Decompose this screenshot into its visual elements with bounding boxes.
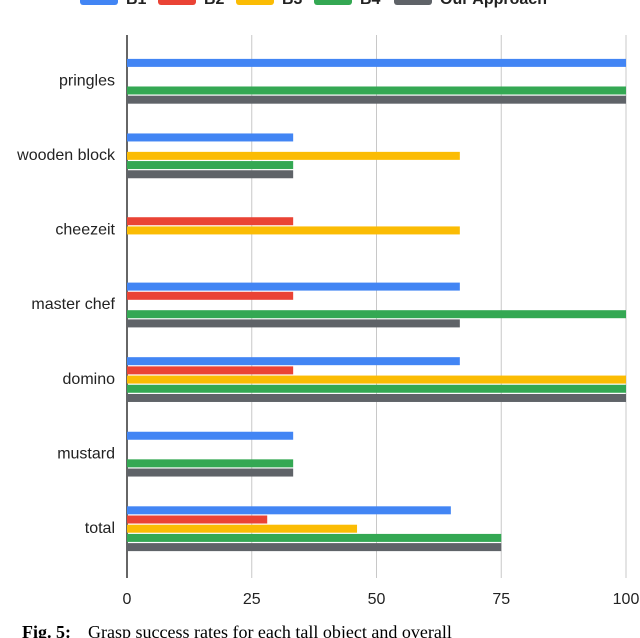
x-tick-label: 50 [368, 591, 386, 608]
legend-swatch [314, 0, 352, 5]
y-tick-label: domino [63, 371, 116, 388]
bar [127, 161, 294, 170]
legend-swatch [394, 0, 432, 5]
caption-label: Fig. 5: [22, 622, 71, 638]
bar [127, 217, 294, 226]
legend-swatch [158, 0, 196, 5]
bar [127, 431, 294, 440]
legend-label: Our Approach [440, 0, 547, 8]
bar [127, 393, 626, 402]
bar [127, 375, 626, 384]
legend-swatch [236, 0, 274, 5]
bar [127, 226, 460, 235]
y-tick-label: master chef [31, 296, 115, 313]
bar [127, 282, 460, 291]
y-tick-label: mustard [57, 445, 115, 462]
bar [127, 543, 502, 552]
y-tick-label: pringles [59, 73, 115, 90]
x-tick-label: 100 [613, 591, 640, 608]
legend-label: B2 [204, 0, 225, 8]
bar [127, 291, 294, 300]
legend-label: B4 [360, 0, 381, 8]
legend-label: B1 [126, 0, 147, 8]
bar [127, 384, 626, 393]
bar [127, 133, 294, 142]
bar [127, 319, 460, 328]
bar [127, 170, 294, 179]
legend-swatch [80, 0, 118, 5]
bar [127, 151, 460, 160]
bar [127, 310, 626, 319]
bar [127, 515, 268, 524]
bar [127, 357, 460, 366]
bar [127, 366, 294, 375]
caption: Grasp success rates for each tall object… [88, 622, 452, 638]
bar [127, 506, 451, 515]
bar [127, 468, 294, 477]
x-tick-label: 0 [123, 591, 132, 608]
bar [127, 459, 294, 468]
bar [127, 524, 358, 533]
legend-label: B3 [282, 0, 303, 8]
bar [127, 95, 626, 104]
x-tick-label: 75 [492, 591, 510, 608]
y-tick-label: total [85, 520, 115, 537]
bar [127, 533, 502, 542]
y-tick-label: cheezeit [55, 222, 115, 239]
x-tick-label: 25 [243, 591, 261, 608]
y-tick-label: wooden block [16, 147, 116, 164]
bar [127, 58, 626, 67]
bar [127, 86, 626, 95]
